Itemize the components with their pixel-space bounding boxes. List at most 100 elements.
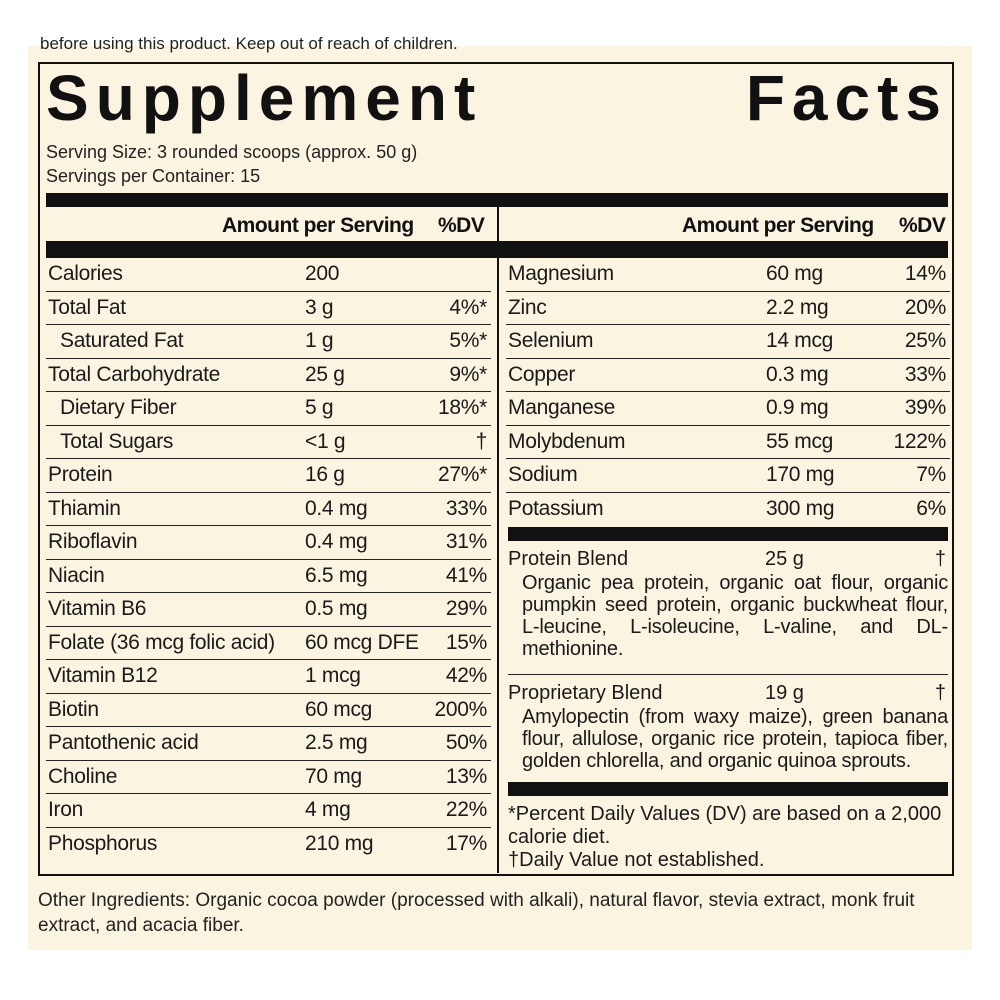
- nutrient-amount: 4 mg: [305, 798, 351, 821]
- nutrient-amount: 16 g: [305, 463, 345, 486]
- nutrient-dv: 27%*: [437, 463, 487, 486]
- nutrient-row: Niacin 6.5 mg 41%: [46, 560, 491, 593]
- nutrient-dv: 18%*: [437, 396, 487, 419]
- nutrient-dv: 4%*: [449, 295, 487, 319]
- nutrient-dv: 29%: [445, 597, 487, 620]
- nutrient-amount: 60 mcg DFE: [305, 630, 419, 654]
- nutrient-dv: 31%: [445, 530, 487, 553]
- proprietary-blend-dv: †: [934, 682, 946, 704]
- nutrient-dv: 22%: [445, 798, 487, 821]
- nutrient-amount: 60 mg: [766, 262, 823, 285]
- nutrient-dv: 6%: [916, 496, 946, 520]
- nutrient-amount: 70 mg: [305, 764, 362, 788]
- nutrient-name: Biotin: [48, 697, 99, 721]
- nutrient-dv: 25%: [904, 329, 946, 352]
- nutrient-row: Thiamin 0.4 mg 33%: [46, 493, 491, 526]
- nutrient-amount: 5 g: [305, 396, 334, 419]
- nutrient-amount: 300 mg: [766, 496, 835, 520]
- nutrient-dv: 14%: [904, 262, 946, 285]
- nutrient-dv: 15%: [445, 630, 487, 654]
- protein-blend-dv: †: [934, 548, 946, 570]
- nutrient-amount: 3 g: [305, 295, 334, 319]
- nutrient-row: Zinc 2.2 mg 20%: [506, 292, 950, 325]
- nutrient-dv: 42%: [445, 664, 487, 687]
- other-ingredients: Other Ingredients: Organic cocoa powder …: [38, 890, 915, 936]
- nutrient-row: Sodium 170 mg 7%: [506, 459, 950, 493]
- nutrient-row: Pantothenic acid 2.5 mg 50%: [46, 727, 491, 761]
- nutrient-row: Copper 0.3 mg 33%: [506, 359, 950, 392]
- nutrient-name: Riboflavin: [48, 530, 138, 553]
- nutrient-name: Total Sugars: [60, 429, 174, 453]
- nutrient-row: Manganese 0.9 mg 39%: [506, 392, 950, 426]
- nutrient-amount: 0.4 mg: [305, 496, 368, 520]
- nutrient-name: Zinc: [508, 295, 547, 319]
- nutrient-row: Total Sugars <1 g †: [46, 426, 491, 459]
- footnote-daily-value: *Percent Daily Values (DV) are based on …: [508, 803, 942, 848]
- nutrient-name: Magnesium: [508, 262, 614, 285]
- nutrient-amount: 170 mg: [766, 463, 835, 486]
- nutrient-amount: 0.9 mg: [766, 396, 829, 419]
- title-word-facts: Facts: [745, 62, 948, 134]
- nutrient-row: Saturated Fat 1 g 5%*: [46, 325, 491, 359]
- nutrient-row: Selenium 14 mcg 25%: [506, 325, 950, 359]
- nutrient-amount: 2.5 mg: [305, 731, 368, 754]
- rule-blend-separator: [508, 674, 948, 675]
- footnote-dagger: †Daily Value not established.: [508, 849, 765, 871]
- protein-blend-name: Protein Blend: [508, 548, 629, 570]
- thick-rule-blend: [508, 527, 948, 541]
- nutrient-name: Total Carbohydrate: [48, 362, 221, 386]
- nutrient-name: Total Fat: [48, 295, 126, 319]
- nutrient-row: Total Carbohydrate 25 g 9%*: [46, 359, 491, 392]
- nutrient-row: Potassium 300 mg 6%: [506, 493, 950, 527]
- nutrient-amount: 2.2 mg: [766, 295, 829, 319]
- nutrient-amount: 0.4 mg: [305, 530, 368, 553]
- nutrient-row: Folate (36 mcg folic acid) 60 mcg DFE 15%: [46, 627, 491, 660]
- nutrient-amount: 60 mcg: [305, 697, 373, 721]
- nutrient-name: Saturated Fat: [60, 329, 184, 352]
- nutrient-amount: <1 g: [305, 429, 346, 453]
- nutrient-dv: 33%: [445, 496, 487, 520]
- nutrient-row: Riboflavin 0.4 mg 31%: [46, 526, 491, 560]
- nutrient-row: Vitamin B12 1 mcg 42%: [46, 660, 491, 694]
- nutrient-name: Potassium: [508, 496, 604, 520]
- nutrient-dv: 17%: [445, 831, 487, 855]
- nutrient-row: Total Fat 3 g 4%*: [46, 292, 491, 325]
- nutrient-name: Protein: [48, 463, 113, 486]
- nutrient-name: Phosphorus: [48, 831, 158, 855]
- protein-blend: Protein Blend 25 g † Organic pea protein…: [508, 548, 948, 660]
- nutrient-dv: †: [475, 429, 488, 453]
- nutrient-row: Iron 4 mg 22%: [46, 794, 491, 828]
- protein-blend-amount: 25 g: [765, 548, 804, 570]
- nutrient-amount: 0.5 mg: [305, 597, 368, 620]
- nutrient-amount: 14 mcg: [766, 329, 834, 352]
- nutrient-name: Sodium: [508, 463, 578, 486]
- nutrient-dv: 13%: [445, 764, 487, 788]
- left-amount-header: Amount per Serving: [222, 214, 414, 237]
- nutrient-dv: 50%: [445, 731, 487, 754]
- nutrient-amount: 0.3 mg: [766, 362, 829, 386]
- nutrient-row: Choline 70 mg 13%: [46, 761, 491, 794]
- nutrient-row: Calories 200: [46, 258, 491, 292]
- servings-per-container: Servings per Container: 15: [46, 166, 261, 186]
- column-divider: [497, 205, 499, 873]
- thick-rule-footnote: [508, 782, 948, 796]
- nutrient-row: Vitamin B6 0.5 mg 29%: [46, 593, 491, 627]
- nutrient-name: Vitamin B12: [48, 664, 158, 687]
- nutrient-dv: 200%: [434, 697, 487, 721]
- nutrient-name: Selenium: [508, 329, 594, 352]
- nutrient-name: Copper: [508, 362, 576, 386]
- nutrient-amount: 6.5 mg: [305, 563, 368, 587]
- proprietary-blend-ingredients: Amylopectin (from waxy maize), green ban…: [522, 706, 948, 772]
- nutrient-name: Niacin: [48, 563, 105, 587]
- nutrient-dv: 41%: [445, 563, 487, 587]
- right-dv-header: %DV: [899, 214, 946, 237]
- nutrient-dv: 122%: [893, 429, 946, 453]
- thick-rule-top: [46, 193, 948, 207]
- thick-rule-left: [46, 241, 497, 258]
- serving-size: Serving Size: 3 rounded scoops (approx. …: [46, 142, 418, 162]
- nutrient-dv: 39%: [904, 396, 946, 419]
- nutrient-row: Dietary Fiber 5 g 18%*: [46, 392, 491, 426]
- nutrient-dv: 33%: [904, 362, 946, 386]
- nutrient-name: Calories: [48, 262, 123, 285]
- nutrient-amount: 25 g: [305, 362, 345, 386]
